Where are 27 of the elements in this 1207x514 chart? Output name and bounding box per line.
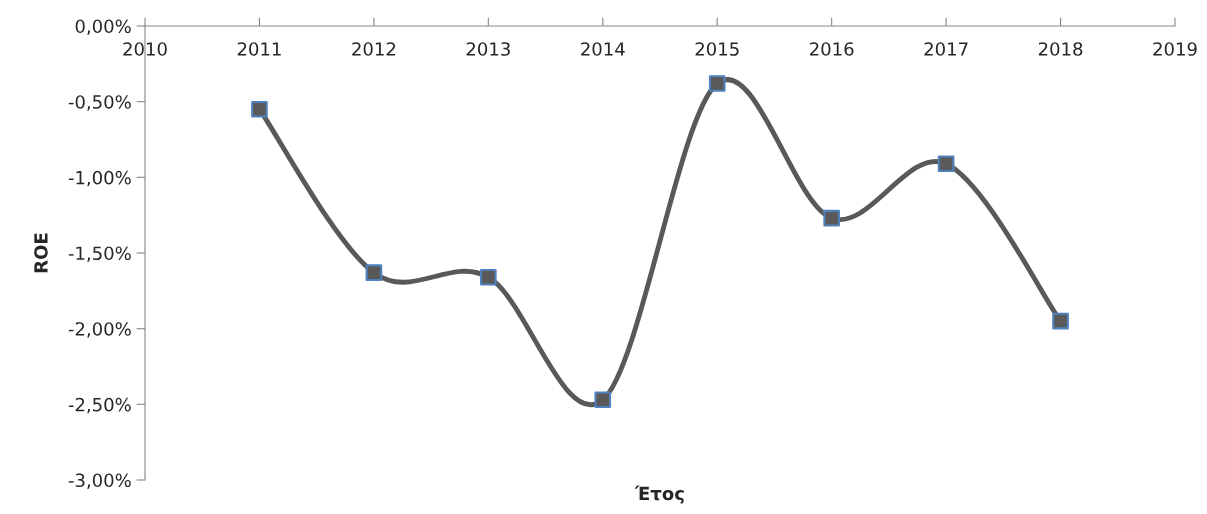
x-tick-label: 2010 <box>123 42 167 56</box>
y-tick-label: -0,50% <box>68 95 131 111</box>
point <box>937 155 955 173</box>
y-axis-title: ROE <box>34 233 48 273</box>
y-tick-label: -2,50% <box>68 397 131 414</box>
point <box>594 391 612 409</box>
x-axis-title: Έτος <box>634 485 684 504</box>
y-tick-label: -1,00% <box>68 170 131 187</box>
x-tick-label: 2014 <box>581 42 625 56</box>
point <box>708 75 726 92</box>
x-tick-label: 2016 <box>810 42 854 56</box>
y-tick-label: -2,00% <box>68 322 131 338</box>
x-tick-label: 2017 <box>924 42 968 56</box>
point <box>251 100 268 118</box>
point <box>823 209 840 227</box>
x-tick-label: 2019 <box>1153 42 1197 56</box>
y-tick-label: 0,00% <box>75 19 131 35</box>
point <box>365 264 383 281</box>
x-tick-label: 2018 <box>1038 42 1083 56</box>
x-tick-label: 2013 <box>466 42 510 56</box>
point <box>480 268 497 286</box>
y-tick-label: -1,50% <box>68 246 131 262</box>
x-tick-label: 2015 <box>695 42 739 56</box>
x-tick-label: 2012 <box>352 42 396 56</box>
y-tick-label: -3,00% <box>68 473 131 489</box>
point <box>1052 312 1069 330</box>
x-tick-label: 2011 <box>237 42 281 56</box>
